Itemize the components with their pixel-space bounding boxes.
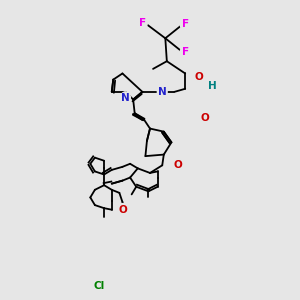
Ellipse shape (208, 80, 218, 92)
Text: F: F (182, 20, 189, 29)
Ellipse shape (157, 86, 167, 98)
Text: O: O (201, 113, 209, 123)
Text: F: F (182, 47, 189, 57)
Text: F: F (139, 18, 146, 28)
Ellipse shape (200, 112, 210, 124)
Text: N: N (158, 87, 167, 97)
Text: O: O (118, 205, 127, 215)
Text: N: N (121, 93, 130, 103)
Ellipse shape (118, 204, 127, 216)
Text: Cl: Cl (94, 281, 105, 291)
Ellipse shape (194, 70, 204, 83)
Ellipse shape (180, 18, 190, 31)
Text: O: O (173, 160, 182, 170)
Ellipse shape (121, 92, 130, 104)
Text: H: H (208, 81, 217, 91)
Ellipse shape (180, 46, 190, 58)
Text: O: O (195, 71, 203, 82)
Ellipse shape (90, 280, 109, 292)
Ellipse shape (173, 159, 182, 171)
Ellipse shape (137, 17, 147, 29)
